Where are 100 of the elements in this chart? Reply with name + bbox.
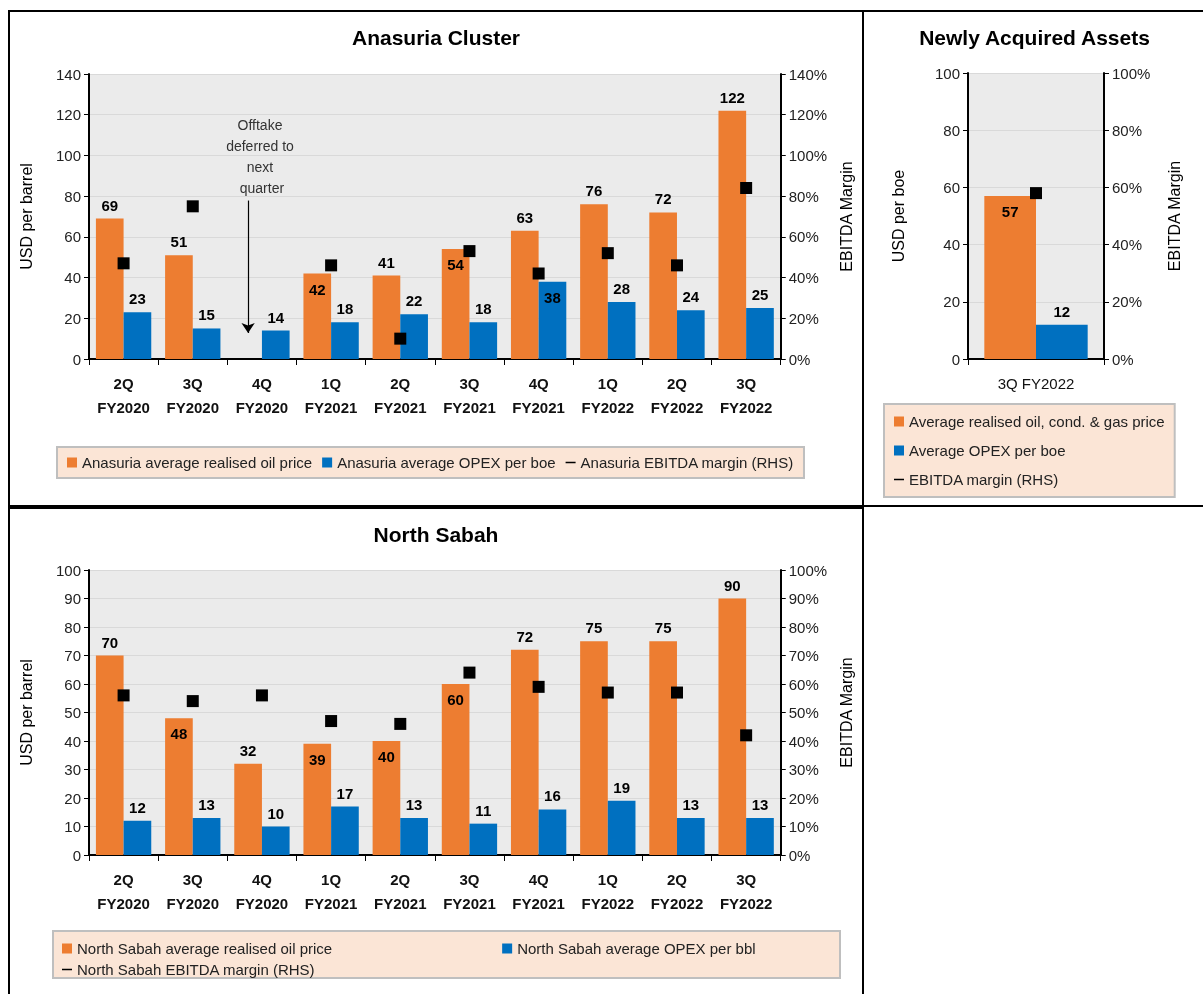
x-tick-label: 3Q FY2020 xyxy=(166,870,220,912)
y2-tick-label: 100% xyxy=(1112,64,1151,82)
y2-tick-label: 50% xyxy=(788,704,819,721)
y-tick-label: 40 xyxy=(64,732,81,750)
x-tick-label: 1Q FY2022 xyxy=(581,870,635,912)
point xyxy=(463,245,476,258)
bar xyxy=(510,649,539,855)
bar xyxy=(676,310,705,359)
y-tick-label: 90 xyxy=(64,590,81,607)
data-label: 48 xyxy=(170,725,188,743)
bar xyxy=(95,655,124,855)
data-label: 75 xyxy=(654,619,672,637)
data-label: 18 xyxy=(474,300,492,318)
y-tick-label: 60 xyxy=(64,228,81,246)
data-label: 72 xyxy=(654,190,672,208)
point xyxy=(394,717,407,730)
data-label: 39 xyxy=(308,750,326,768)
point xyxy=(740,729,753,742)
y2-axis-title: EBITDA Margin xyxy=(1165,160,1183,272)
data-label: 72 xyxy=(516,627,534,645)
bar xyxy=(234,763,262,855)
y-tick-label: 0 xyxy=(72,350,81,368)
data-label: 57 xyxy=(1001,202,1019,220)
data-label: 40 xyxy=(378,748,395,765)
y2-tick-label: 80% xyxy=(788,618,819,636)
data-label: 122 xyxy=(719,88,745,106)
x-tick-label: 1Q FY2022 xyxy=(581,374,635,416)
bar xyxy=(331,806,359,855)
y2-tick-label: 80% xyxy=(1112,121,1143,139)
bar xyxy=(676,817,705,855)
bar xyxy=(331,322,359,359)
x-tick-label: 3Q FY2022 xyxy=(997,374,1075,392)
x-tick-label: 4Q FY2021 xyxy=(512,870,565,912)
bar xyxy=(123,820,152,855)
data-label: 19 xyxy=(613,778,630,796)
y-tick-label: 140 xyxy=(55,65,81,83)
bar xyxy=(580,204,608,359)
y-tick-label: 0 xyxy=(951,350,960,368)
data-label: 32 xyxy=(239,741,257,759)
point xyxy=(325,259,338,272)
data-label: 28 xyxy=(613,280,630,297)
y2-tick-label: 60% xyxy=(788,228,819,246)
x-tick-label: 3Q FY2021 xyxy=(443,374,496,416)
bar xyxy=(538,281,567,359)
y2-tick-label: 40% xyxy=(1112,236,1143,254)
y2-tick-label: 30% xyxy=(788,761,819,778)
annotation: Offtake deferred to next quarter xyxy=(226,117,298,197)
data-label: 75 xyxy=(585,619,603,637)
point xyxy=(186,200,199,213)
bar xyxy=(649,212,677,359)
bar xyxy=(510,230,539,359)
y2-tick-label: 40% xyxy=(788,732,819,750)
bar xyxy=(400,314,428,359)
x-tick-label: 3Q FY2021 xyxy=(443,870,496,912)
data-label: 12 xyxy=(1053,302,1071,320)
x-tick-label: 3Q FY2022 xyxy=(719,870,773,912)
legend-label: Average OPEX per boe xyxy=(909,442,1066,459)
chart-title: Newly Acquired Assets xyxy=(919,26,1150,49)
y2-tick-label: 60% xyxy=(1112,178,1143,196)
y2-tick-label: 100% xyxy=(788,561,828,579)
bar xyxy=(123,312,152,359)
x-tick-label: 1Q FY2021 xyxy=(304,374,358,416)
data-label: 25 xyxy=(751,286,769,304)
y-tick-label: 10 xyxy=(64,818,81,835)
data-label: 41 xyxy=(378,253,395,271)
chart-title: Anasuria Cluster xyxy=(351,26,521,49)
data-label: 70 xyxy=(101,633,119,651)
point xyxy=(601,686,614,699)
bar xyxy=(441,684,470,855)
bar xyxy=(718,598,747,855)
data-label: 18 xyxy=(336,300,354,318)
y-tick-label: 70 xyxy=(64,647,81,664)
y-axis-title: USD per barrel xyxy=(17,659,35,766)
y2-tick-label: 40% xyxy=(788,269,819,287)
x-tick-label: 3Q FY2022 xyxy=(719,374,773,416)
bar xyxy=(607,302,636,359)
legend-label: EBITDA margin (RHS) xyxy=(909,471,1059,488)
data-label: 13 xyxy=(405,795,423,813)
legend-label: North Sabah EBITDA margin (RHS) xyxy=(77,961,315,978)
x-tick-label: 2Q FY2020 xyxy=(97,870,150,912)
y2-tick-label: 80% xyxy=(788,187,819,205)
data-label: 15 xyxy=(198,306,215,324)
data-label: 10 xyxy=(267,804,285,822)
data-label: 14 xyxy=(267,308,285,326)
y2-tick-label: 60% xyxy=(788,675,819,693)
bar xyxy=(649,641,677,855)
y-tick-label: 20 xyxy=(943,293,960,311)
point xyxy=(117,689,130,702)
bar xyxy=(165,718,193,855)
data-label: 22 xyxy=(405,292,423,310)
y2-tick-label: 0% xyxy=(788,350,811,368)
x-tick-label: 4Q FY2020 xyxy=(235,870,289,912)
x-tick-label: 1Q FY2021 xyxy=(304,870,358,912)
data-label: 60 xyxy=(447,691,464,708)
y2-tick-label: 120% xyxy=(788,106,828,124)
point xyxy=(255,689,268,702)
point xyxy=(532,267,545,280)
y2-tick-label: 140% xyxy=(788,65,828,83)
point xyxy=(325,715,338,728)
y-tick-label: 60 xyxy=(943,178,960,196)
